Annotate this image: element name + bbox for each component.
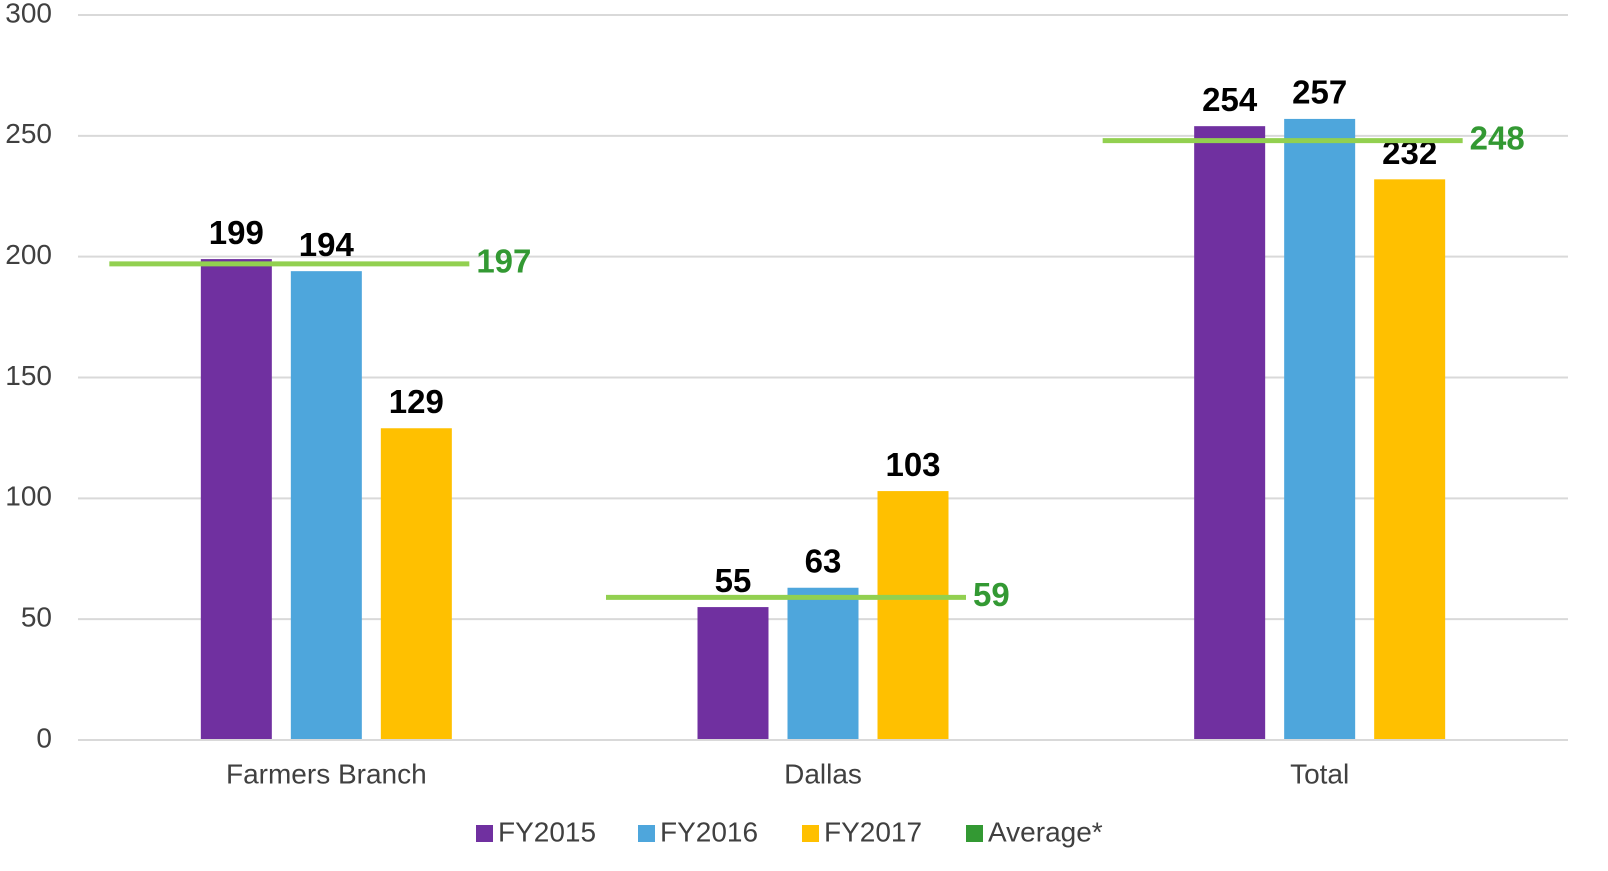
bar: [200, 259, 272, 740]
y-tick-label: 50: [21, 602, 52, 633]
legend-label: Average*: [988, 816, 1103, 847]
data-label: 194: [299, 226, 355, 263]
x-tick-label: Farmers Branch: [226, 758, 427, 789]
x-tick-label: Total: [1290, 758, 1349, 789]
average-label: 59: [973, 576, 1010, 613]
y-tick-label: 100: [5, 481, 52, 512]
y-tick-label: 200: [5, 239, 52, 270]
data-label: 254: [1202, 81, 1258, 118]
legend-label: FY2017: [824, 816, 922, 847]
data-label: 129: [389, 383, 444, 420]
bar: [877, 491, 949, 740]
legend-swatch: [638, 825, 655, 842]
y-tick-label: 300: [5, 0, 52, 28]
legend-label: FY2016: [660, 816, 758, 847]
legend-swatch: [476, 825, 493, 842]
data-label: 63: [805, 542, 842, 579]
bar: [290, 271, 362, 740]
data-label: 199: [209, 214, 264, 251]
legend-label: FY2015: [498, 816, 596, 847]
y-tick-label: 150: [5, 360, 52, 391]
y-tick-label: 0: [36, 722, 52, 753]
data-label: 55: [715, 562, 752, 599]
data-label: 257: [1292, 74, 1347, 111]
bar: [1284, 118, 1356, 740]
bar: [1374, 179, 1446, 741]
legend-swatch: [966, 825, 983, 842]
bar: [787, 587, 859, 740]
bar: [380, 428, 452, 740]
legend-swatch: [802, 825, 819, 842]
average-label: 248: [1470, 119, 1525, 156]
data-label: 103: [885, 446, 940, 483]
x-tick-label: Dallas: [784, 758, 862, 789]
bar: [697, 607, 769, 740]
bar: [1194, 126, 1266, 740]
y-tick-label: 250: [5, 118, 52, 149]
average-label: 197: [476, 243, 531, 280]
